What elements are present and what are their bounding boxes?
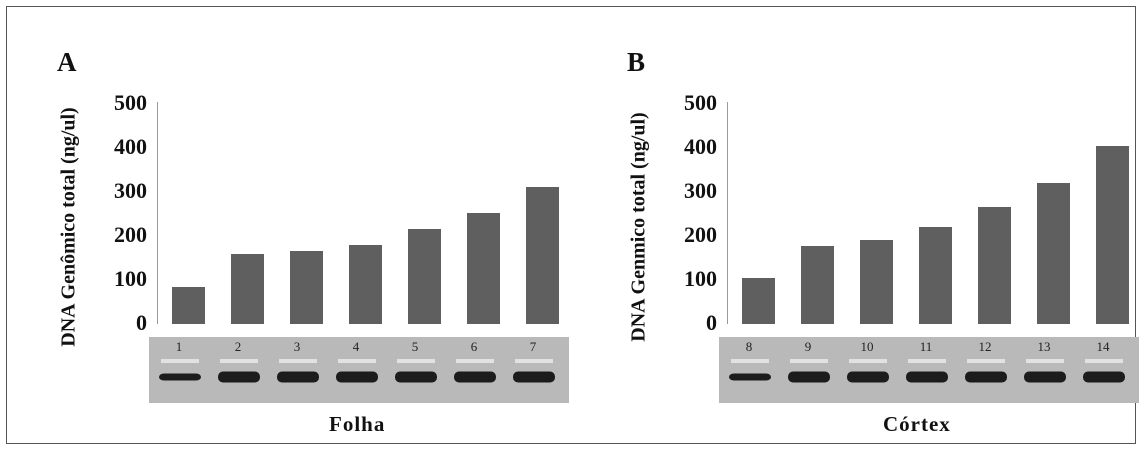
- panel-b-bar-13: [1037, 183, 1070, 324]
- panel-b-gel-well-11: [908, 359, 946, 363]
- panel-a-gel-band-1: [159, 373, 201, 381]
- panel-b-gel-lane-label-10: 10: [861, 339, 874, 354]
- panel-a-gel-well-6: [456, 359, 494, 363]
- panel-a-gel-well-1: [161, 359, 199, 363]
- panel-a-y-tick-label: 200: [114, 222, 147, 247]
- panel-b-bar-8: [742, 277, 775, 324]
- panel-b-y-axis-line: [727, 102, 728, 324]
- panel-a-gel-lane-label-2: 2: [235, 339, 242, 354]
- panel-a-gel-band-3: [277, 371, 319, 383]
- panel-a-y-axis-line: [157, 102, 158, 324]
- panel-a-gel-lane-label-1: 1: [176, 339, 183, 354]
- panel-a-gel-image: 1 2 3 4 5 6 7: [149, 337, 569, 403]
- panel-a-bar-3: [290, 251, 323, 324]
- panel-b-gel-well-10: [849, 359, 887, 363]
- panel-b-gel-well-14: [1085, 359, 1123, 363]
- panel-a-gel-band-2: [218, 371, 260, 383]
- panel-a-gel-well-5: [397, 359, 435, 363]
- panel-b-gel-well-12: [967, 359, 1005, 363]
- panel-b-bar-9: [801, 246, 834, 324]
- panel-a-bar-1: [172, 287, 205, 324]
- panel-b-gel-well-13: [1026, 359, 1064, 363]
- panel-a-bar-4: [349, 244, 382, 324]
- panel-a-gel-band-6: [454, 371, 496, 383]
- panel-b-gel-band-11: [906, 371, 948, 383]
- panel-b-x-axis-label: Córtex: [883, 412, 951, 436]
- panel-a-letter: A: [57, 47, 77, 77]
- panel-b-gel-image: 8 9 10 11 12 13 14: [719, 337, 1139, 403]
- panel-a-y-tick-label: 300: [114, 178, 147, 203]
- panel-a-gel-well-4: [338, 359, 376, 363]
- panel-a-gel-lane-label-3: 3: [294, 339, 301, 354]
- panel-a-gel-lane-label-7: 7: [530, 339, 537, 354]
- panel-b-letter: B: [627, 47, 646, 77]
- panel-b-y-tick-label: 0: [706, 310, 717, 335]
- panel-a-gel-band-7: [513, 371, 555, 383]
- panel-b: B DNA Genmico total (ng/ul) 8 9 10 11 12 13 14…: [577, 7, 1139, 445]
- panel-b-y-axis-label: DNA Genmico total (ng/ul): [627, 112, 650, 342]
- panel-a-bar-2: [231, 253, 264, 324]
- panel-b-y-tick-label: 500: [684, 90, 717, 115]
- panel-b-gel-lane-label-11: 11: [920, 339, 933, 354]
- panel-a-gel-lane-label-6: 6: [471, 339, 478, 354]
- panel-a-bar-7: [526, 187, 559, 324]
- panel-b-bar-14: [1096, 146, 1129, 324]
- panel-a-gel-lane-label-4: 4: [353, 339, 360, 354]
- panel-b-bar-10: [860, 239, 893, 324]
- panel-b-bar-11: [919, 227, 952, 324]
- panel-a-gel-well-3: [279, 359, 317, 363]
- panel-a: A DNA Genômico total (ng/ul) 1 2 3 4 5 6 7 Fol…: [7, 7, 569, 445]
- panel-b-y-tick-label: 400: [684, 134, 717, 159]
- panel-a-y-axis-label: DNA Genômico total (ng/ul): [57, 107, 80, 347]
- panel-b-y-tick-label: 200: [684, 222, 717, 247]
- panel-b-y-tick-label: 300: [684, 178, 717, 203]
- panel-b-gel-lane-label-13: 13: [1038, 339, 1051, 354]
- panel-b-gel-lane-label-9: 9: [805, 339, 812, 354]
- panel-a-y-tick-label: 0: [136, 310, 147, 335]
- panel-a-y-tick-label: 500: [114, 90, 147, 115]
- panel-b-gel-band-8: [729, 373, 771, 381]
- panel-a-gel-band-5: [395, 371, 437, 383]
- panel-b-gel-lane-label-12: 12: [979, 339, 992, 354]
- panel-b-gel-background: [719, 337, 1139, 403]
- panel-b-gel-band-10: [847, 371, 889, 383]
- panel-b-gel-band-14: [1083, 371, 1125, 383]
- panel-a-bar-5: [408, 229, 441, 324]
- panel-a-gel-background: [149, 337, 569, 403]
- panel-b-y-tick-label: 100: [684, 266, 717, 291]
- panel-a-y-tick-label: 100: [114, 266, 147, 291]
- panel-b-gel-well-9: [790, 359, 828, 363]
- panel-b-gel-lane-label-8: 8: [746, 339, 753, 354]
- panel-b-bar-12: [978, 207, 1011, 324]
- panel-a-gel-well-2: [220, 359, 258, 363]
- panel-a-bar-6: [467, 212, 500, 324]
- panel-b-gel-band-13: [1024, 371, 1066, 383]
- panel-a-y-tick-label: 400: [114, 134, 147, 159]
- panel-a-gel-lane-label-5: 5: [412, 339, 419, 354]
- panel-b-gel-band-12: [965, 371, 1007, 383]
- panel-b-gel-lane-label-14: 14: [1097, 339, 1111, 354]
- panel-a-gel-well-7: [515, 359, 553, 363]
- panel-b-gel-well-8: [731, 359, 769, 363]
- panel-a-x-axis-label: Folha: [329, 412, 386, 436]
- panel-a-gel-band-4: [336, 371, 378, 383]
- panel-b-gel-band-9: [788, 371, 830, 383]
